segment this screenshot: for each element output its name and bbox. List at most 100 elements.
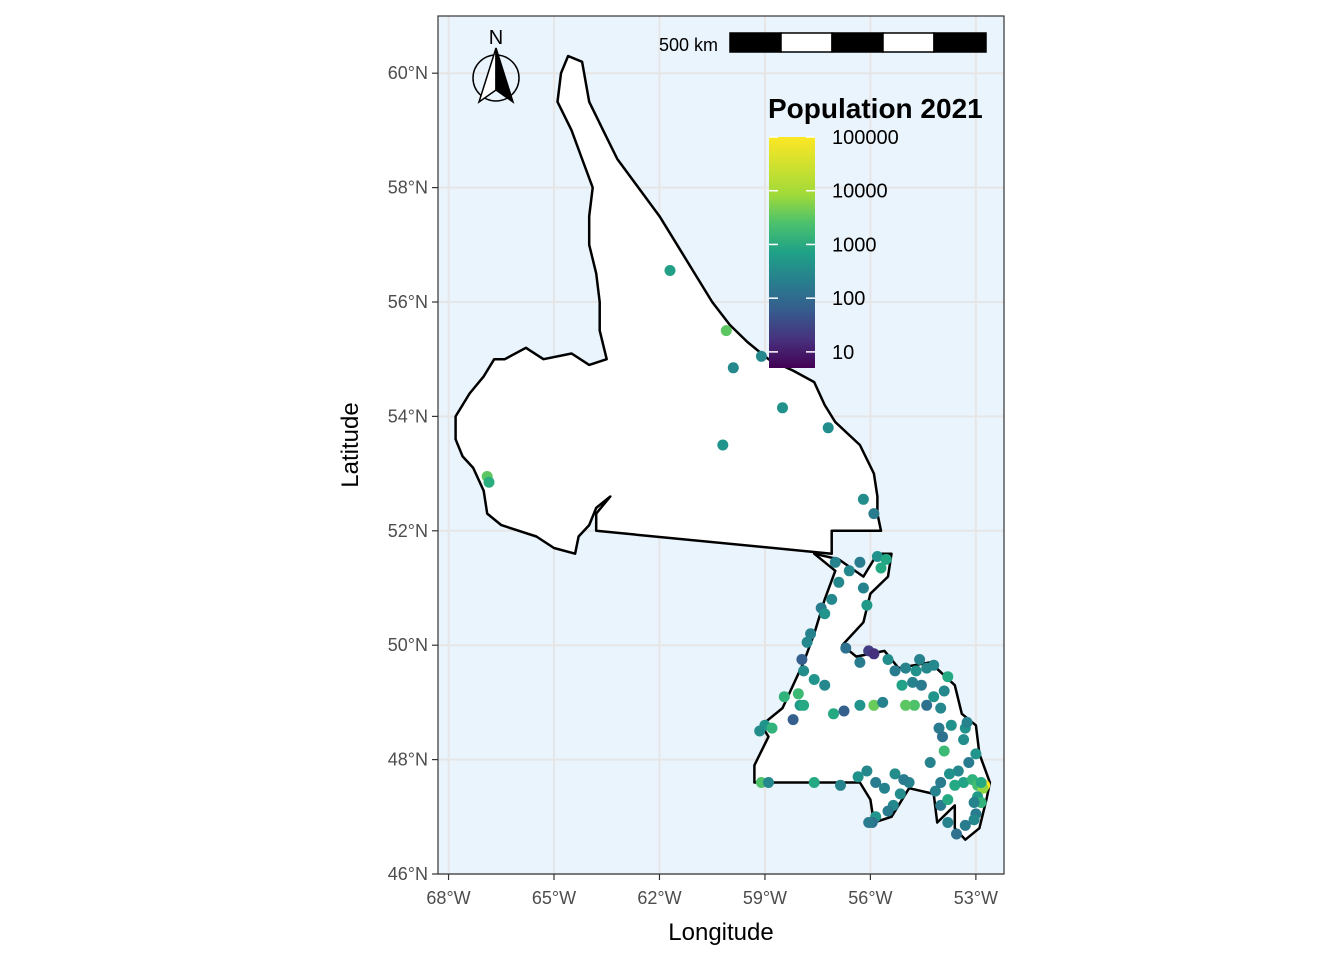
community-point	[889, 665, 901, 677]
y-tick-label: 46°N	[388, 864, 428, 884]
community-point	[968, 797, 980, 808]
community-point	[968, 814, 980, 826]
community-point	[975, 777, 987, 788]
community-point	[921, 699, 933, 711]
legend-label: 10	[832, 342, 854, 364]
community-point	[754, 725, 766, 737]
legend-label: 100	[832, 288, 865, 310]
y-tick-label: 48°N	[388, 750, 428, 770]
community-point	[763, 777, 774, 788]
community-point	[868, 699, 880, 711]
community-point	[929, 785, 941, 797]
community-point	[822, 422, 834, 434]
community-point	[796, 654, 808, 665]
community-point	[898, 774, 910, 786]
x-tick-label: 53°W	[954, 888, 998, 908]
legend-title: Population 2021	[768, 93, 983, 124]
community-point	[798, 699, 810, 711]
community-point	[882, 654, 894, 665]
community-point	[942, 671, 954, 683]
community-point	[900, 662, 912, 674]
community-point	[792, 688, 804, 700]
community-point	[828, 708, 839, 720]
legend-ticks: 100000 10000 1000 100 10	[769, 127, 899, 364]
labrador-outline	[454, 54, 883, 555]
community-point	[958, 734, 970, 746]
community-point	[829, 556, 841, 568]
community-point	[871, 551, 883, 562]
community-point	[959, 819, 971, 831]
community-point	[879, 782, 890, 794]
community-point	[840, 642, 852, 654]
scale-seg-4	[882, 32, 935, 53]
axes: 68°W 65°W 62°W 59°W 56°W 53°W 60°N 58°N 56°N 54°N…	[388, 63, 998, 908]
community-point	[861, 765, 873, 777]
scale-seg-5	[933, 32, 987, 53]
land-layer	[454, 54, 992, 841]
community-point	[854, 656, 866, 668]
community-point	[896, 679, 908, 691]
community-point	[961, 716, 973, 728]
community-point	[938, 745, 950, 757]
community-point	[852, 771, 864, 783]
x-axis-title: Longitude	[668, 919, 773, 946]
y-axis-title: Latitude	[337, 402, 364, 487]
y-tick-label: 56°N	[388, 292, 428, 312]
community-point	[908, 699, 920, 711]
community-point	[952, 765, 964, 777]
community-point	[755, 350, 767, 362]
community-point	[970, 748, 982, 760]
community-point	[861, 599, 873, 611]
community-point	[843, 565, 855, 577]
y-tick-label: 60°N	[388, 63, 428, 83]
community-point	[928, 659, 940, 671]
legend-label: 100000	[832, 127, 899, 149]
legend-label: 10000	[832, 181, 888, 203]
community-point	[942, 794, 954, 806]
community-point	[933, 722, 945, 734]
community-point	[777, 402, 788, 414]
community-point	[838, 705, 850, 717]
community-point	[868, 508, 880, 520]
community-point	[877, 696, 889, 708]
community-point	[868, 648, 880, 660]
community-point	[819, 679, 831, 691]
x-tick-label: 56°W	[848, 888, 892, 908]
community-point	[664, 265, 676, 276]
y-tick-label: 50°N	[388, 635, 428, 655]
community-point	[854, 556, 866, 568]
community-point	[717, 439, 729, 451]
x-tick-label: 65°W	[532, 888, 576, 908]
community-point	[889, 768, 901, 780]
community-point	[778, 691, 790, 703]
community-point	[938, 685, 950, 697]
community-point	[826, 593, 838, 605]
community-point	[805, 628, 817, 640]
community-point	[808, 777, 820, 788]
community-point	[857, 493, 869, 505]
community-point	[935, 777, 947, 788]
community-point	[894, 788, 906, 800]
community-point	[819, 608, 831, 620]
community-point	[857, 582, 869, 594]
community-point	[944, 768, 955, 780]
community-point	[951, 828, 962, 840]
community-point	[875, 562, 887, 574]
community-point	[835, 779, 846, 791]
legend-colorbar	[769, 137, 815, 368]
north-arrow: N	[472, 27, 520, 104]
community-point	[483, 476, 495, 488]
scale-bar-label: 500 km	[659, 35, 718, 55]
legend: Population 2021 100000 10000 1000 100 10	[768, 93, 983, 368]
community-point	[880, 553, 892, 565]
community-point	[924, 757, 936, 768]
x-tick-label: 62°W	[637, 888, 681, 908]
north-arrow-label: N	[489, 27, 503, 49]
community-point	[958, 777, 970, 788]
community-point	[945, 719, 957, 731]
community-point	[854, 699, 866, 711]
community-point	[935, 702, 947, 714]
scale-seg-1	[729, 32, 782, 53]
community-point	[937, 731, 948, 743]
